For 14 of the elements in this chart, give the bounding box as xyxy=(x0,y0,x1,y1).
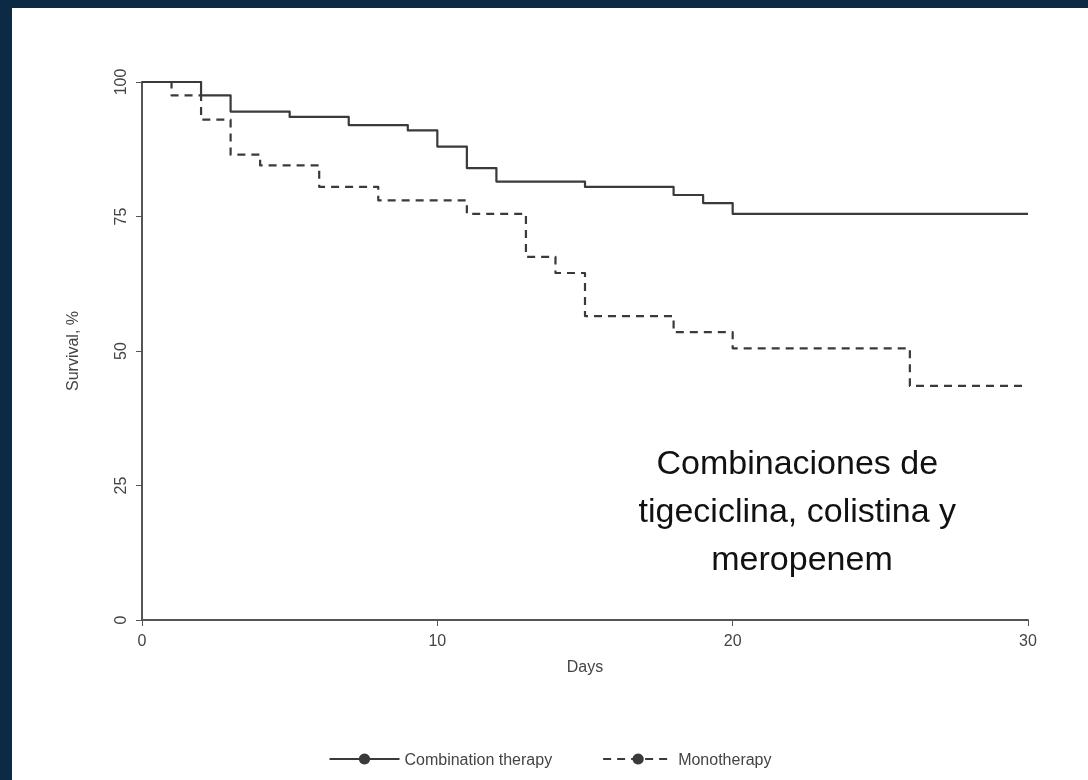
y-tick-label: 75 xyxy=(111,207,129,226)
y-tick-label: 100 xyxy=(111,68,129,96)
x-tick-label: 30 xyxy=(1019,631,1037,649)
y-tick-label: 25 xyxy=(111,476,129,495)
legend-label: Combination therapy xyxy=(404,750,553,768)
x-tick-label: 0 xyxy=(137,631,147,649)
y-tick-label: 0 xyxy=(111,615,129,625)
y-axis-title: Survival, % xyxy=(63,310,81,392)
x-tick-label: 10 xyxy=(428,631,447,649)
annotation: Combinaciones de tigeciclina, colistina y meropenem xyxy=(638,443,966,577)
x-tick-label: 20 xyxy=(723,631,742,649)
legend-label: Monotherapy xyxy=(678,750,772,768)
y-tick-label: 50 xyxy=(111,342,129,360)
x-axis-title: Days xyxy=(566,657,604,675)
